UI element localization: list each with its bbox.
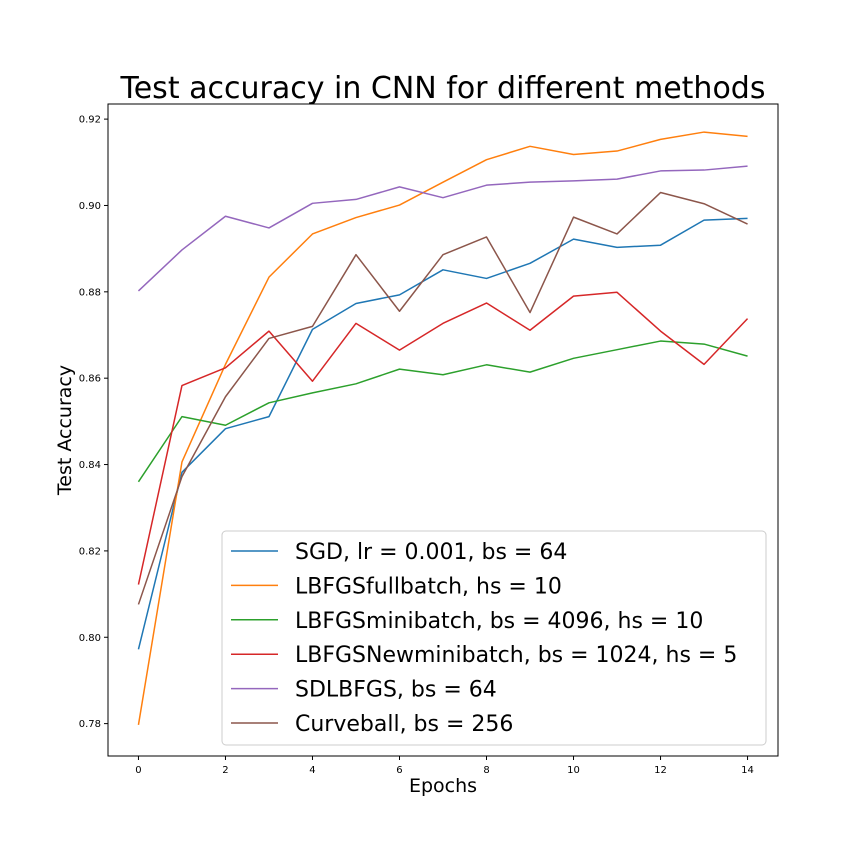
x-tick-label: 8 — [483, 765, 489, 776]
series-line-2 — [137, 131, 748, 726]
legend-label: LBFGSminibatch, bs = 4096, hs = 10 — [295, 609, 703, 634]
y-tick-label: 0.80 — [79, 633, 101, 644]
x-tick-label: 0 — [135, 765, 141, 776]
x-tick-label: 12 — [654, 765, 667, 776]
y-tick-label: 0.86 — [79, 374, 101, 385]
series-lines — [137, 131, 749, 726]
x-axis-label: Epochs — [409, 775, 477, 797]
y-axis: 0.78 0.80 0.82 0.84 0.86 0.88 0.90 0.92 — [79, 115, 108, 730]
y-tick-label: 0.88 — [79, 287, 101, 298]
x-tick-label: 6 — [396, 765, 402, 776]
x-tick-label: 14 — [741, 765, 754, 776]
legend-label: Curveball, bs = 256 — [295, 712, 513, 737]
legend: SGD, lr = 0.001, bs = 64 LBFGSfullbatch, … — [221, 530, 767, 746]
series-line-3 — [137, 340, 748, 483]
y-axis-label: Test Accuracy — [54, 365, 76, 496]
series-line-1 — [137, 217, 748, 650]
y-tick-label: 0.92 — [79, 115, 101, 126]
legend-label: LBFGSNewminibatch, bs = 1024, hs = 5 — [295, 643, 737, 668]
series-line-4 — [137, 291, 749, 585]
x-axis: 0 2 4 6 8 10 12 14 — [135, 756, 754, 776]
y-tick-label: 0.82 — [79, 546, 101, 557]
y-tick-label: 0.78 — [79, 719, 101, 730]
legend-label: SDLBFGS, bs = 64 — [295, 678, 497, 703]
y-tick-label: 0.84 — [79, 460, 101, 471]
legend-box — [221, 530, 767, 746]
x-tick-label: 10 — [567, 765, 580, 776]
y-tick-label: 0.90 — [79, 201, 101, 212]
legend-label: SGD, lr = 0.001, bs = 64 — [295, 540, 567, 565]
legend-label: LBFGSfullbatch, hs = 10 — [295, 574, 562, 599]
plot-area-frame — [107, 103, 779, 757]
series-line-6 — [137, 191, 748, 605]
x-tick-label: 4 — [309, 765, 315, 776]
series-line-5 — [137, 165, 748, 292]
chart-title: Test accuracy in CNN for different metho… — [120, 71, 766, 106]
x-tick-label: 2 — [222, 765, 228, 776]
